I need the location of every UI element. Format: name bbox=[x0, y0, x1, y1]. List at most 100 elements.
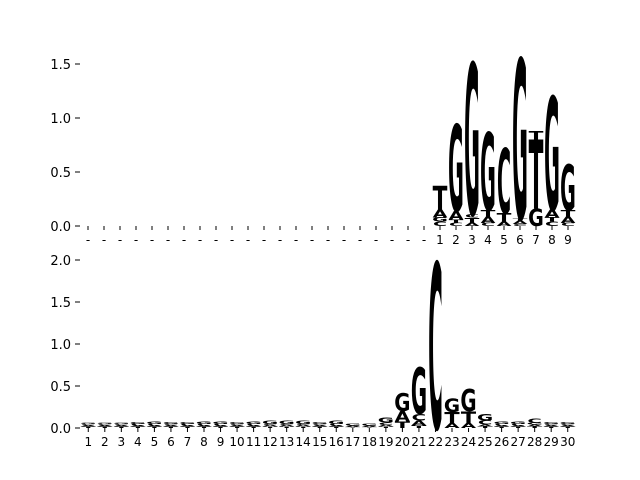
logo-letter-G: G bbox=[394, 389, 410, 418]
logo-letter-C: C bbox=[98, 424, 113, 426]
x-tick-label: 3 bbox=[118, 435, 126, 449]
x-gap-label: - bbox=[406, 233, 410, 247]
x-tick-label: 8 bbox=[548, 233, 556, 247]
logo-letter-G: G bbox=[444, 395, 460, 417]
logo-letter-G: G bbox=[432, 217, 448, 224]
logo-letter-A: A bbox=[510, 425, 525, 427]
x-tick-label: 11 bbox=[246, 435, 261, 449]
x-tick-label: 28 bbox=[527, 435, 542, 449]
logo-letter-A: A bbox=[279, 425, 294, 428]
x-tick-label: 2 bbox=[452, 233, 460, 247]
logo-letter-A: A bbox=[296, 425, 311, 428]
logo-letter-A: A bbox=[561, 214, 576, 225]
logo-letter-G: G bbox=[544, 67, 560, 248]
logo-letter-A: A bbox=[544, 425, 559, 427]
x-tick-label: 14 bbox=[296, 435, 311, 449]
x-tick-label: 16 bbox=[329, 435, 344, 449]
logo-letter-C: C bbox=[412, 412, 427, 423]
logo-letter-T: T bbox=[213, 426, 229, 428]
logo-letter-G: G bbox=[528, 205, 544, 233]
logo-letter-G: G bbox=[378, 416, 394, 424]
x-tick-label: 17 bbox=[345, 435, 360, 449]
logo-letter-G: G bbox=[361, 423, 377, 426]
logo-letter-A: A bbox=[545, 208, 560, 220]
logo-letter-T: T bbox=[229, 426, 245, 428]
x-gap-label: - bbox=[230, 233, 234, 247]
logo-letter-T: T bbox=[97, 426, 113, 428]
logo-letter-G: G bbox=[512, 16, 528, 271]
logo-letter-C: C bbox=[465, 214, 479, 219]
x-gap-label: - bbox=[102, 233, 106, 247]
logo-letter-A: A bbox=[449, 208, 465, 222]
x-tick-label: 6 bbox=[516, 233, 524, 247]
sequence-logo-bottom: 0.00.51.01.52.0TACG1TACG2TACG3TACG4TACG5… bbox=[50, 218, 576, 480]
logo-letter-G: G bbox=[196, 421, 212, 425]
logo-letter-C: C bbox=[481, 222, 495, 227]
logo-letter-G: G bbox=[163, 422, 179, 425]
logo-letter-T: T bbox=[513, 218, 528, 221]
logo-letter-G: G bbox=[411, 356, 427, 430]
x-tick-label: 13 bbox=[279, 435, 294, 449]
logo-letter-A: A bbox=[262, 425, 277, 428]
logo-letter-A: A bbox=[494, 425, 509, 427]
x-tick-label: 5 bbox=[151, 435, 159, 449]
logo-letter-A: A bbox=[163, 425, 178, 427]
x-gap-label: - bbox=[150, 233, 154, 247]
logo-letter-G: G bbox=[560, 152, 576, 225]
logo-letter-G: G bbox=[245, 421, 261, 425]
logo-letter-T: T bbox=[163, 426, 179, 428]
x-gap-label: - bbox=[342, 233, 346, 247]
x-tick-label: 15 bbox=[312, 435, 327, 449]
x-gap-label: - bbox=[118, 233, 122, 247]
logo-letter-C: C bbox=[279, 424, 294, 426]
logo-letter-G: G bbox=[229, 422, 245, 425]
logo-letter-A: A bbox=[114, 425, 129, 427]
logo-letter-T: T bbox=[312, 426, 328, 428]
logo-letter-T: T bbox=[114, 426, 130, 428]
logo-letter-T: T bbox=[279, 426, 295, 428]
logo-letter-A: A bbox=[497, 221, 512, 228]
logo-letter-T: T bbox=[147, 426, 163, 428]
logo-letter-G: G bbox=[345, 423, 361, 426]
x-tick-label: 1 bbox=[436, 233, 444, 247]
logo-letter-C: C bbox=[213, 424, 227, 427]
logo-letter-T: T bbox=[494, 426, 510, 428]
logo-letter-G: G bbox=[464, 21, 480, 263]
x-tick-label: 18 bbox=[362, 435, 377, 449]
logo-letter-C: C bbox=[428, 218, 442, 480]
logo-letter-T: T bbox=[481, 208, 497, 218]
x-gap-label: - bbox=[294, 233, 298, 247]
logo-letter-C: C bbox=[147, 424, 161, 427]
logo-letter-T: T bbox=[433, 179, 448, 218]
logo-letter-A: A bbox=[362, 426, 378, 428]
logo-letter-T: T bbox=[130, 426, 146, 428]
logo-letter-C: C bbox=[114, 424, 129, 426]
x-tick-label: 5 bbox=[500, 233, 508, 247]
x-tick-label: 2 bbox=[101, 435, 109, 449]
logo-letter-C: C bbox=[494, 424, 508, 427]
logo-letter-G: G bbox=[80, 423, 96, 425]
logo-letter-C: C bbox=[180, 424, 194, 427]
logo-letter-C: C bbox=[296, 424, 311, 426]
x-tick-label: 7 bbox=[184, 435, 192, 449]
x-gap-label: - bbox=[326, 233, 330, 247]
y-tick-label: 0.5 bbox=[50, 380, 71, 395]
logo-letter-T: T bbox=[529, 122, 544, 232]
logo-letter-A: A bbox=[229, 425, 244, 427]
logo-letter-C: C bbox=[81, 424, 96, 426]
y-tick-label: 0.0 bbox=[50, 422, 71, 437]
logo-letter-T: T bbox=[411, 425, 426, 429]
x-tick-label: 26 bbox=[494, 435, 509, 449]
logo-letter-T: T bbox=[510, 426, 526, 428]
logo-letter-G: G bbox=[480, 112, 496, 236]
logo-letter-C: C bbox=[197, 424, 211, 427]
logo-letter-G: G bbox=[543, 422, 559, 425]
x-gap-label: - bbox=[246, 233, 250, 247]
y-tick-label: 2.0 bbox=[50, 254, 71, 269]
logo-letter-T: T bbox=[262, 426, 278, 428]
logo-letter-G: G bbox=[212, 421, 228, 425]
x-tick-label: 30 bbox=[560, 435, 575, 449]
logo-letter-T: T bbox=[362, 427, 378, 428]
x-gap-label: - bbox=[214, 233, 218, 247]
logo-letter-T: T bbox=[527, 426, 542, 429]
